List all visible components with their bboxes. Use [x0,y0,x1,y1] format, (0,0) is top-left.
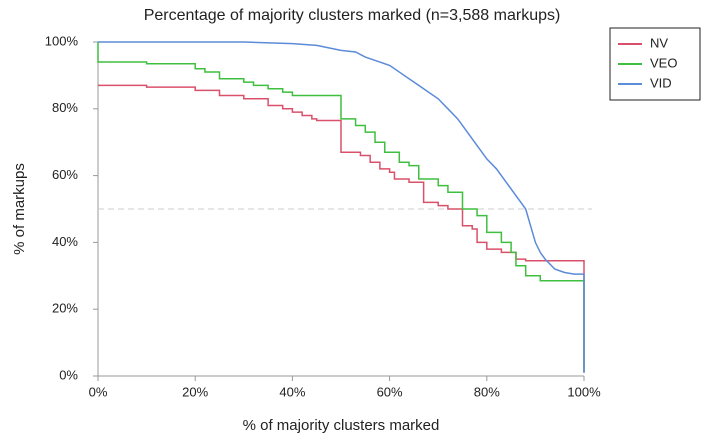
series-line [98,41,585,373]
series-line [97,42,585,373]
y-tick-label: 100% [45,33,79,48]
legend-label: VID [650,75,672,90]
x-axis-title: % of majority clusters marked [243,417,440,434]
x-tick-label: 80% [474,384,500,399]
legend-label: VEO [650,55,677,70]
x-tick-label: 40% [279,384,305,399]
x-tick-label: 0% [89,384,108,399]
chart-title: Percentage of majority clusters marked (… [144,7,561,24]
x-tick-label: 100% [567,384,601,399]
y-axis-title: % of markups [11,163,28,255]
x-tick-label: 60% [377,384,403,399]
y-tick-label: 0% [59,367,78,382]
y-tick-label: 60% [52,167,78,182]
series-line [98,84,585,373]
y-tick-label: 80% [52,100,78,115]
y-tick-label: 40% [52,234,78,249]
legend-label: NV [650,35,668,50]
x-tick-label: 20% [182,384,208,399]
y-tick-label: 20% [52,301,78,316]
